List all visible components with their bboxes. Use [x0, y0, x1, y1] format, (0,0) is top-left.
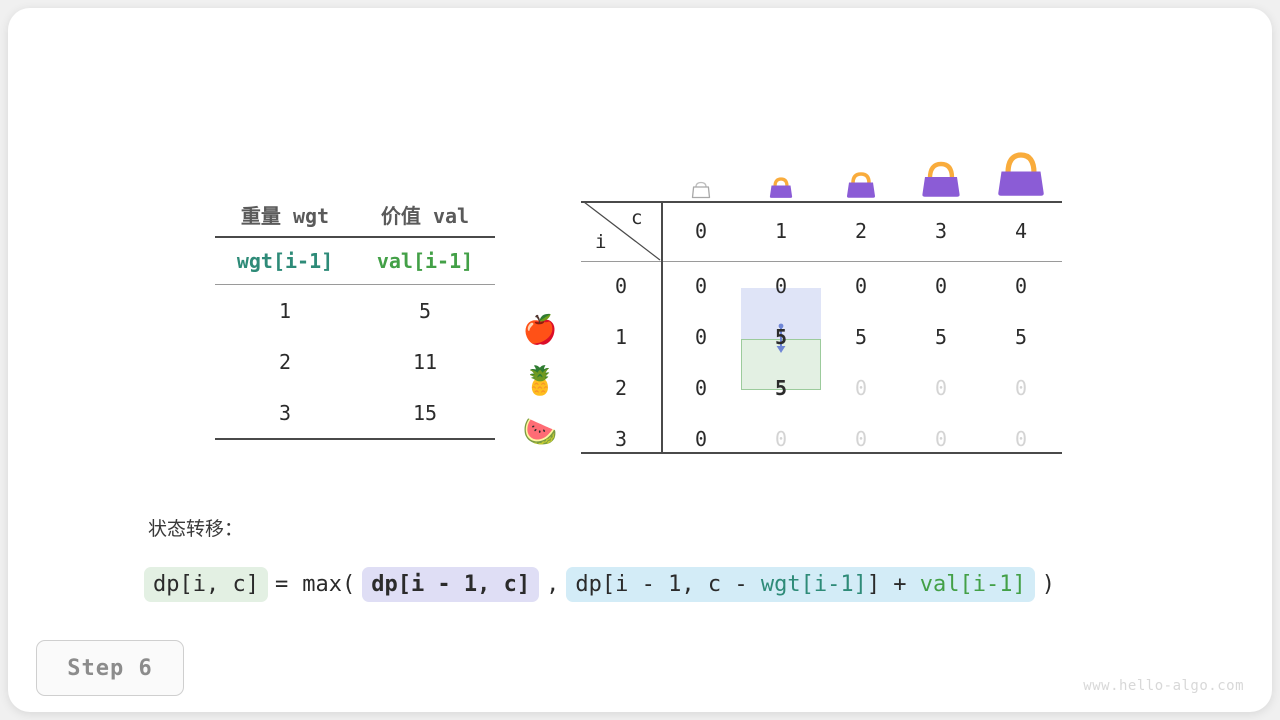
bag-icon-1 [741, 140, 821, 200]
dp-bottom-rule [581, 452, 1062, 454]
item-wgt-3: 3 [215, 387, 355, 440]
formula-target: dp[i, c] [144, 567, 268, 602]
formula-arg1: dp[i - 1, c] [362, 567, 540, 602]
dp-cell-0-0: 0 [694, 274, 708, 298]
formula-arg2-val: val[i-1] [919, 572, 1026, 597]
item-table-header-wgt: 重量 wgt [215, 192, 355, 238]
item-wgt-2: 2 [278, 349, 292, 374]
dp-cell-1-4: 5 [1014, 325, 1028, 349]
item-table-subheader-row: wgt[i-1] val[i-1] [215, 237, 495, 285]
dp-cell-3-4: 0 [1014, 427, 1028, 451]
dp-col-header-2: 2 [854, 219, 868, 243]
formula-close-paren: ) [1041, 572, 1056, 597]
dp-col-header-0: 0 [694, 219, 708, 243]
dp-col-header-4: 4 [1014, 219, 1028, 243]
item-val-3: 15 [355, 387, 495, 440]
transition-label: 状态转移： [148, 518, 244, 540]
dp-cell-3-1: 0 [774, 427, 788, 451]
bag-icon-3-svg [922, 161, 960, 197]
dp-cell-2-0: 0 [694, 376, 708, 400]
item-wgt-1: 1 [278, 298, 292, 323]
dp-cell-0-4: 0 [1014, 274, 1028, 298]
dp-row-header-1: 1 [614, 325, 628, 349]
bag-icon-row [661, 140, 1061, 200]
dp-cell-0-3: 0 [934, 274, 948, 298]
dp-cell-1-3: 5 [934, 325, 948, 349]
bag-icon-2-svg [846, 172, 876, 198]
dp-col-header-1: 1 [774, 219, 788, 243]
formula-arg2-wgt: wgt[i-1] [760, 572, 867, 597]
dp-cell-3-2: 0 [854, 427, 868, 451]
step-badge: Step 6 [36, 640, 184, 696]
bag-icon-1-svg [769, 177, 793, 198]
dp-header-rule [581, 261, 1062, 262]
bag-icon-3 [901, 140, 981, 200]
dp-cell-2-2: 0 [854, 376, 868, 400]
bag-icon-empty-svg [691, 181, 711, 199]
dp-cell-0-2: 0 [854, 274, 868, 298]
item-table-header-row: 重量 wgt 价值 val [215, 192, 495, 238]
item-table-row: 1 5 [215, 285, 495, 337]
dp-table: c i 0 1 2 3 4 0 0 0 0 0 0 [581, 140, 1062, 454]
watermark: www.hello-algo.com [1083, 678, 1244, 694]
dp-cell-3-0: 0 [694, 427, 708, 451]
dp-col-header-3: 3 [934, 219, 948, 243]
bag-icon-4 [981, 140, 1061, 200]
dp-cell-1-2: 5 [854, 325, 868, 349]
item-val-2: 11 [412, 349, 438, 374]
item-table-row: 3 15 [215, 387, 495, 440]
step-badge-label: Step 6 [67, 655, 153, 681]
fruit-column: 🍎 🍍 🍉 [520, 304, 560, 457]
dp-col-axis-label: c [631, 207, 643, 229]
item-val-1: 5 [418, 298, 432, 323]
dp-row-header-2: 2 [614, 376, 628, 400]
dp-cell-2-4: 0 [1014, 376, 1028, 400]
dp-cell-2-3: 0 [934, 376, 948, 400]
dp-grid: c i 0 1 2 3 4 0 0 0 0 0 0 [581, 201, 1062, 454]
dp-row-axis-label: i [595, 231, 607, 253]
dp-row-header-0: 0 [614, 274, 628, 298]
dp-cell-2-1: 5 [774, 376, 788, 400]
bag-icon-empty [661, 140, 741, 200]
formula-arg2-prefix: dp[i - 1, c - [575, 572, 761, 597]
item-table-header-val: 价值 val [355, 192, 495, 238]
bag-icon-4-svg [998, 152, 1044, 196]
item-table-subheader-wgt: wgt[i-1] [236, 249, 334, 273]
item-table: 重量 wgt 价值 val wgt[i-1] val[i-1] 1 5 2 11… [215, 192, 495, 440]
bag-icon-2 [821, 140, 901, 200]
dp-cell-0-1: 0 [774, 274, 788, 298]
transition-formula: dp[i, c] = max( dp[i - 1, c] , dp[i - 1,… [144, 567, 1062, 602]
dp-corner-cell: c i [581, 201, 661, 261]
corner-diagonal-icon [583, 201, 661, 261]
dp-cell-1-1: 5 [774, 325, 788, 349]
dp-vertical-divider [661, 201, 663, 454]
formula-arg2-middle: ] + [866, 572, 920, 597]
item-table-row: 2 11 [215, 336, 495, 387]
formula-max-open: max( [302, 572, 356, 597]
pineapple-emoji: 🍍 [522, 364, 558, 397]
item-table-subheader-val: val[i-1] [376, 249, 474, 273]
watermelon-emoji: 🍉 [522, 415, 558, 448]
formula-comma: , [546, 572, 560, 597]
dp-cell-1-0: 0 [694, 325, 708, 349]
slide-card: 重量 wgt 价值 val wgt[i-1] val[i-1] 1 5 2 11… [8, 8, 1272, 712]
dp-row-header-3: 3 [614, 427, 628, 451]
formula-equals: = [274, 572, 289, 597]
dp-top-rule [581, 201, 1062, 203]
formula-arg2: dp[i - 1, c - wgt[i-1]] + val[i-1] [566, 567, 1035, 602]
dp-cell-3-3: 0 [934, 427, 948, 451]
apple-emoji: 🍎 [522, 313, 558, 346]
